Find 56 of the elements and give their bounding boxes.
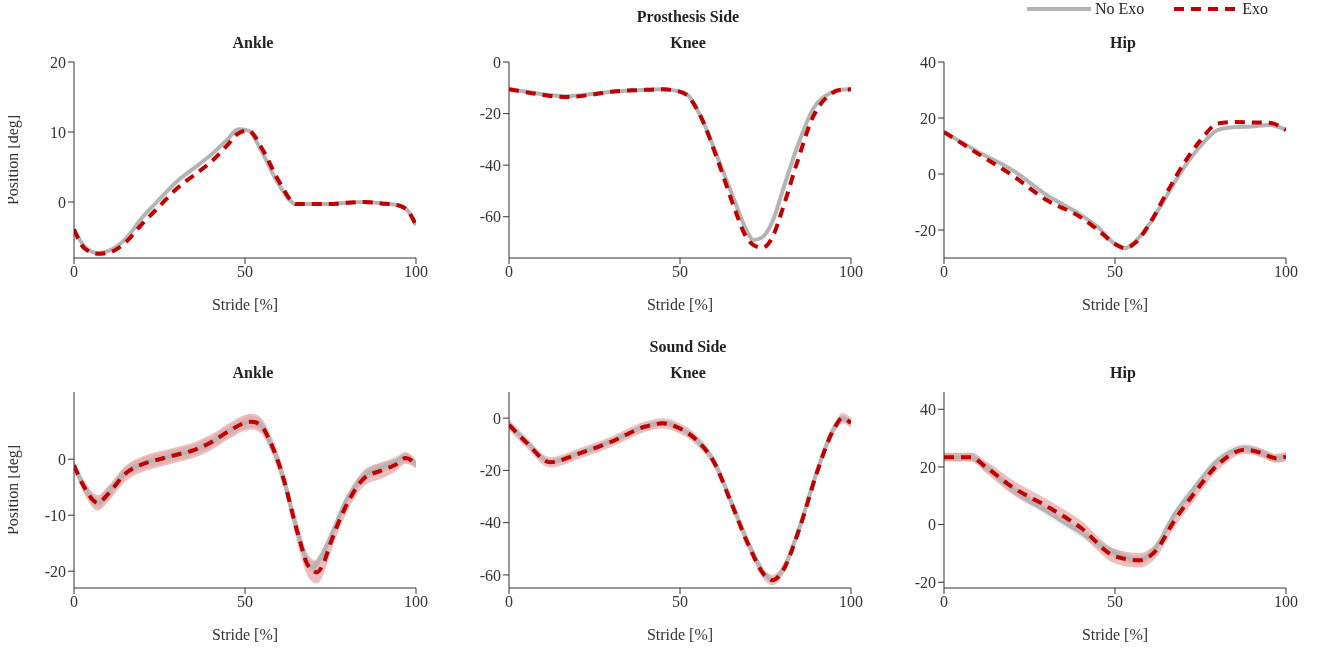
x-tick-label: 0 [70,263,78,281]
chart-title: Ankle [232,34,274,51]
y-tick-label: -10 [44,506,66,524]
x-tick-label: 100 [404,263,428,281]
x-tick-label: 100 [1274,263,1298,281]
x-tick-label: 100 [1274,593,1298,611]
chart-title: Hip [1109,364,1137,384]
x-tick-label: 0 [70,593,78,611]
y-tick-label: 40 [920,400,936,418]
text: Prosthesis Side [635,8,741,26]
x-tick-label: 0 [505,263,513,281]
x-axis-title: Stride [%] [646,626,714,643]
x-tick-label: 100 [839,593,863,611]
x-axis-title: Stride [%] [646,296,714,313]
x-tick-label: 50 [672,263,688,281]
chart-title: Knee [670,34,706,51]
y-tick-label: 0 [928,165,936,183]
y-tick-label: -60 [479,566,501,584]
x-tick-label: 0 [940,593,948,611]
y-tick-label: 0 [58,193,66,211]
x-tick-label: 50 [237,593,253,611]
y-tick-label: 20 [920,458,936,476]
x-axis-title: Stride [%] [211,296,279,313]
x-tick-label: 50 [237,263,253,281]
y-tick-label: 20 [50,53,66,71]
chart-title: Hip [1110,34,1136,51]
y-tick-label: 0 [58,450,66,468]
y-tick-label: 10 [50,123,66,141]
y-tick-label: 20 [920,109,936,127]
legend-label: No Exo [1094,0,1145,18]
x-tick-label: 0 [940,263,948,281]
text: Sound Side [648,338,728,356]
y-tick-label: -20 [479,105,501,123]
y-tick-label: -20 [479,462,501,480]
y-tick-label: -20 [44,562,66,580]
x-tick-label: 0 [505,593,513,611]
x-tick-label: 100 [404,593,428,611]
y-tick-label: 0 [928,516,936,534]
y-tick-label: -20 [914,573,936,591]
y-tick-label: -20 [914,221,936,239]
x-tick-label: 100 [839,263,863,281]
chart-title: Knee [669,364,707,383]
y-tick-label: -60 [479,208,501,226]
chart-title: Ankle [231,364,275,383]
y-tick-label: -40 [479,156,501,174]
y-tick-label: 0 [493,409,501,427]
x-axis-title: Stride [%] [1081,296,1149,313]
y-tick-label: 0 [493,53,501,71]
x-tick-label: 50 [1107,263,1123,281]
x-tick-label: 50 [672,593,688,611]
x-tick-label: 50 [1107,593,1123,611]
x-axis-title: Stride [%] [211,626,279,643]
y-tick-label: -40 [479,514,501,532]
y-tick-label: 40 [920,53,936,71]
legend-label: Exo [1242,0,1268,18]
x-axis-title: Stride [%] [1081,626,1149,643]
